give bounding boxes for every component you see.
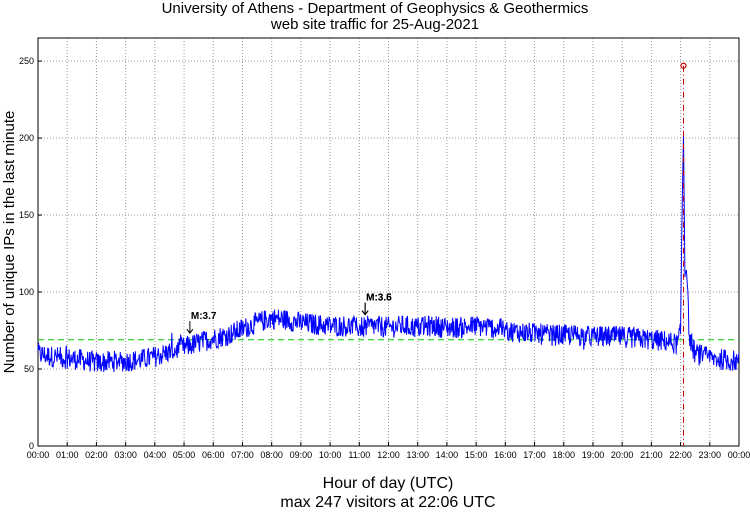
x-tick-label: 04:00 (144, 450, 167, 460)
y-axis-ticks: 0 50 100 150 200 250 (19, 56, 42, 451)
annotation-label: M:3.6 (366, 293, 392, 304)
x-tick-label: 21:00 (640, 450, 663, 460)
x-tick-label: 07:00 (231, 450, 254, 460)
x-tick-label: 06:00 (202, 450, 225, 460)
annotations: M:3.7 M:3.5M:3.6 (186, 293, 392, 334)
x-tick-label: 15:00 (465, 450, 488, 460)
annotation-arrowhead (186, 328, 194, 334)
y-tick-label: 250 (19, 56, 34, 66)
y-tick-label: 100 (19, 287, 34, 297)
y-tick-label: 200 (19, 133, 34, 143)
chart-title: University of Athens - Department of Geo… (161, 0, 589, 17)
x-tick-label: 18:00 (552, 450, 575, 460)
x-tick-label: 01:00 (56, 450, 79, 460)
chart-subtitle: web site traffic for 25-Aug-2021 (270, 16, 480, 33)
x-tick-label: 03:00 (114, 450, 137, 460)
max-marker-point (680, 62, 687, 69)
y-tick-label: 0 (29, 441, 34, 451)
x-tick-label: 22:00 (669, 450, 692, 460)
x-tick-label: 20:00 (611, 450, 634, 460)
x-tick-label: 00:00 (728, 450, 750, 460)
x-tick-label: 08:00 (260, 450, 283, 460)
annotation-arrowhead (361, 310, 369, 316)
x-axis-ticks: 00:00 01:00 02:00 03:00 04:00 05:00 06:00 07:00… (27, 442, 750, 460)
x-tick-label: 00:00 (27, 450, 50, 460)
x-tick-label: 23:00 (699, 450, 722, 460)
x-tick-label: 02:00 (85, 450, 108, 460)
y-tick-label: 150 (19, 210, 34, 220)
x-tick-label: 10:00 (319, 450, 342, 460)
x-tick-label: 11:00 (348, 450, 370, 460)
y-axis-label: Number of unique IPs in the last minute (1, 111, 18, 374)
x-tick-label: 13:00 (406, 450, 429, 460)
series-line-visitors (37, 132, 740, 373)
x-tick-label: 12:00 (377, 450, 400, 460)
annotation-label: M:3.7 (191, 311, 217, 322)
max-visitors-text: max 247 visitors at 22:06 UTC (280, 494, 496, 511)
x-tick-label: 17:00 (523, 450, 546, 460)
x-axis-label: Hour of day (UTC) (322, 475, 454, 492)
x-tick-label: 16:00 (494, 450, 517, 460)
grid-lines (38, 38, 739, 446)
annotation-label: M:3.5 (366, 293, 392, 304)
x-tick-label: 14:00 (436, 450, 459, 460)
x-tick-label: 09:00 (290, 450, 313, 460)
y-tick-label: 50 (24, 364, 34, 374)
x-tick-label: 05:00 (173, 450, 196, 460)
x-tick-label: 19:00 (582, 450, 605, 460)
